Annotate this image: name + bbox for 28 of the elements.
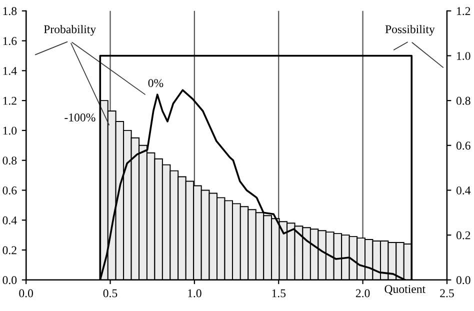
y2-tick-label: 0.2 [456,231,470,240]
x-tick-label: 0.5 [103,289,118,298]
y2-tick-label: 1.0 [457,52,470,60]
annotation: Possibility [385,24,435,36]
annotation: -100% [64,113,96,122]
y2-tick-label: 0.0 [456,276,470,284]
y2-tick-label: 0.6 [456,142,470,150]
x-tick-label: 0.0 [19,289,33,298]
y2-tick-label: 0.8 [456,96,470,105]
x-tick-label: 1.5 [272,289,286,298]
y-tick-label: 1.4 [3,66,17,75]
y-tick-label: 0.0 [2,276,17,284]
y-tick-label: 0.8 [2,156,17,165]
annotation: Probability [44,24,96,36]
y2-tick-label: 0.4 [456,186,471,194]
y-tick-label: 1.2 [3,96,16,105]
y-tick-label: 1.6 [3,37,17,46]
x-axis-title: Quotient [384,285,426,295]
x-tick-label: 1.0 [188,289,202,298]
annotation: 0% [148,79,164,88]
y-tick-label: 0.4 [2,216,17,224]
x-tick-label: 2.5 [440,289,454,298]
y-tick-label: 1.0 [3,126,17,135]
y-tick-label: 1.8 [3,7,17,16]
x-tick-label: 2.0 [356,289,370,298]
y2-tick-label: 1.2 [457,7,470,16]
y-tick-label: 0.6 [2,186,17,194]
y-tick-label: 0.2 [2,246,16,254]
